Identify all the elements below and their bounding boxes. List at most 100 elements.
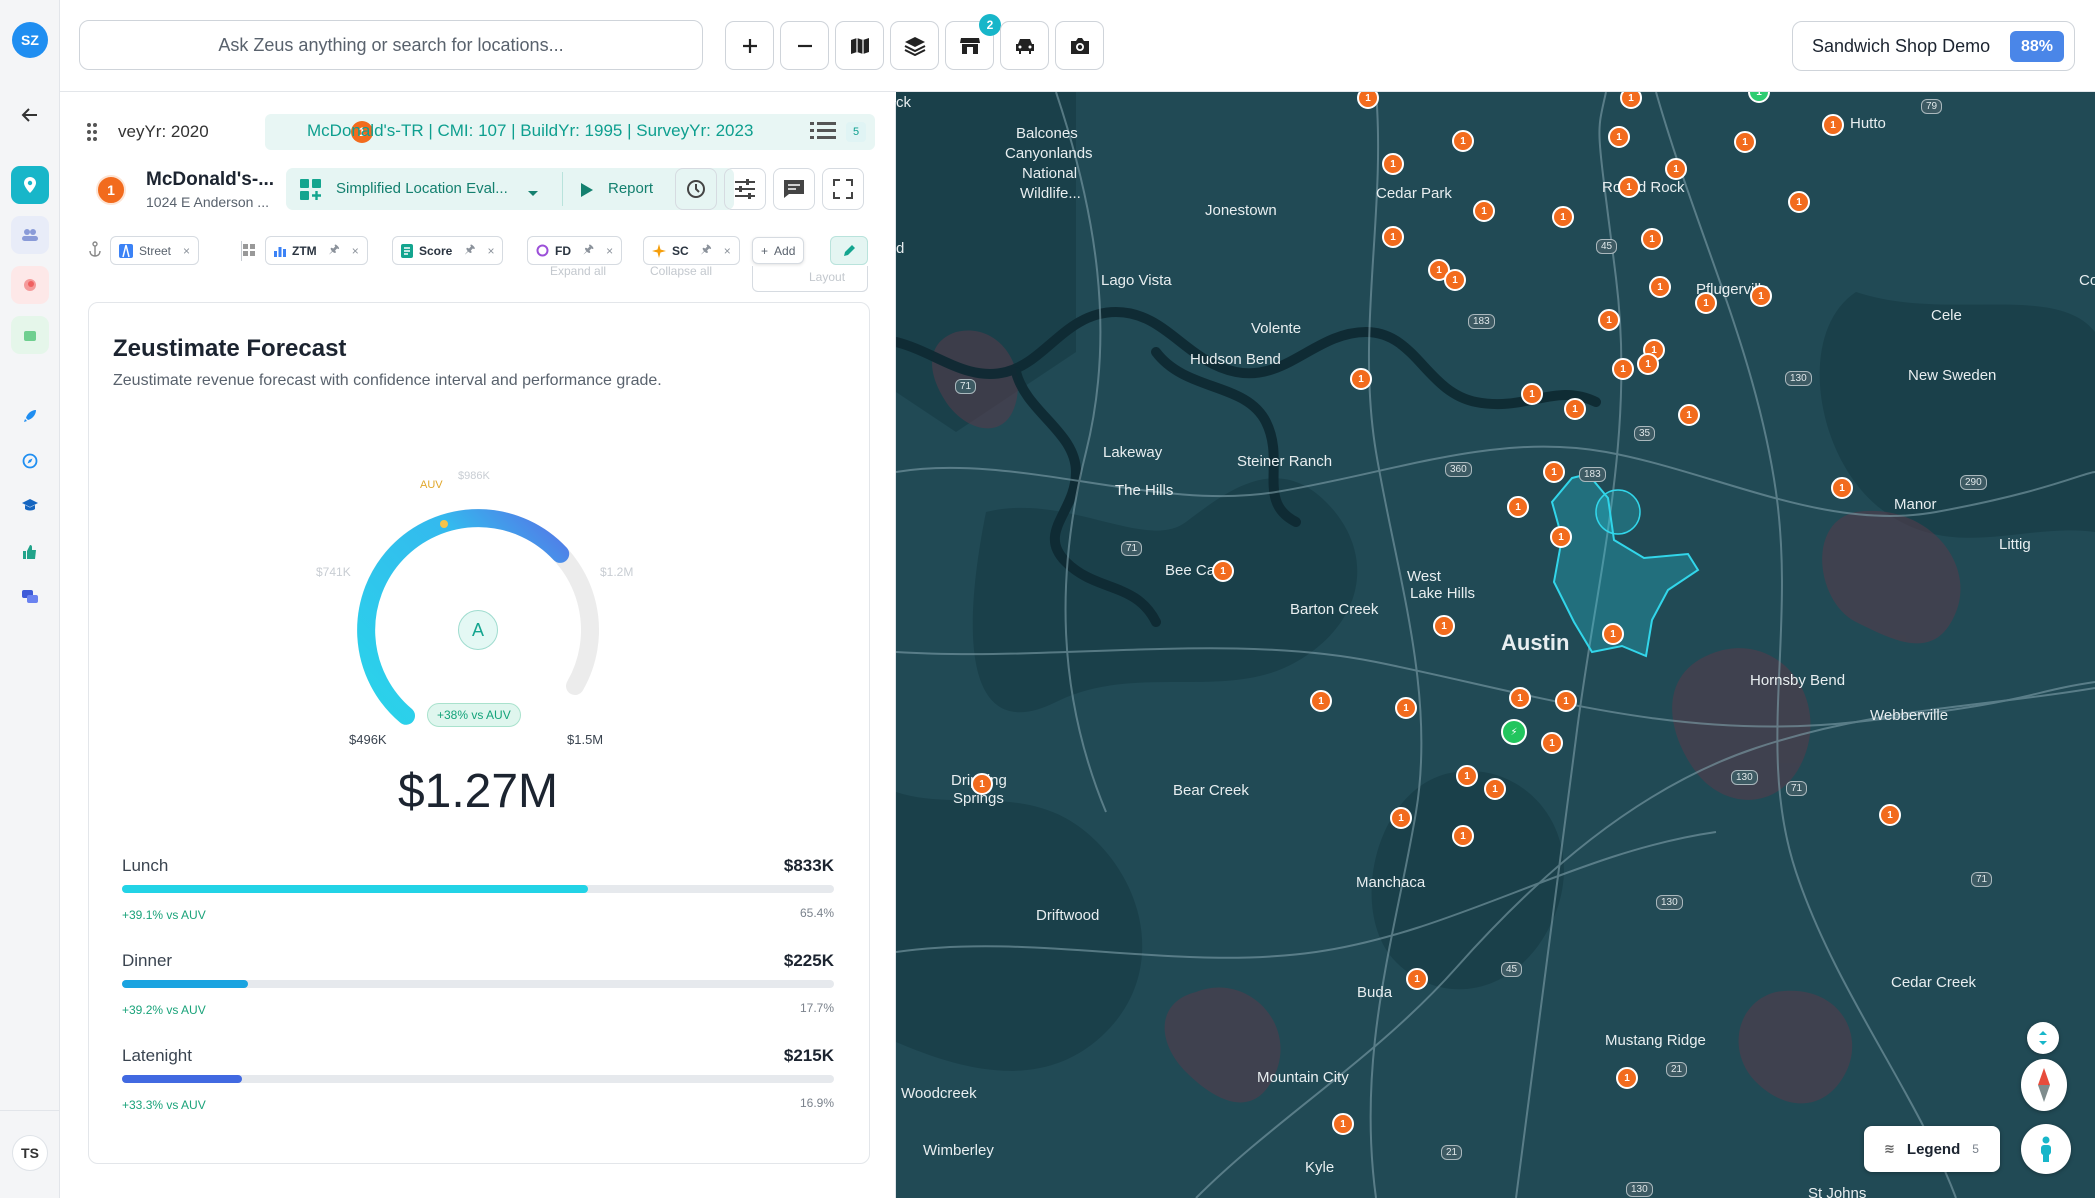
daypart-fill — [122, 1075, 242, 1083]
search-input[interactable]: Ask Zeus anything or search for location… — [79, 20, 703, 70]
screenshot-button[interactable] — [1055, 21, 1104, 70]
chip-sc[interactable]: SC 🖈 × — [643, 236, 740, 265]
tilt-button[interactable] — [2027, 1022, 2059, 1054]
top-bar: Ask Zeus anything or search for location… — [60, 0, 2095, 92]
scale-label-high: $1.2M — [600, 565, 634, 579]
comments-button[interactable] — [773, 168, 815, 210]
score-icon — [401, 243, 413, 258]
heatmap-icon[interactable] — [11, 266, 49, 304]
store-icon[interactable] — [11, 316, 49, 354]
chip-close-icon[interactable]: × — [351, 243, 359, 258]
report-button[interactable]: Report — [608, 180, 654, 197]
history-icon — [687, 180, 705, 198]
expand-all-control[interactable]: Expand all — [550, 264, 607, 278]
zoom-in-button[interactable] — [725, 21, 774, 70]
daypart-label: Latenight — [122, 1046, 192, 1065]
map-style-button[interactable] — [835, 21, 884, 70]
street-view-button[interactable] — [2021, 1124, 2071, 1174]
legend-button[interactable]: ≋ Legend 5 — [1864, 1126, 2000, 1172]
chip-label: Street — [139, 243, 172, 258]
scale-label-min: $496K — [349, 732, 387, 747]
daypart-track — [122, 1075, 834, 1083]
pegman-icon — [2041, 1136, 2051, 1162]
daypart-label: Dinner — [122, 951, 173, 970]
pin-icon[interactable]: 🖈 — [583, 242, 595, 256]
chips-divider — [241, 241, 242, 261]
map-terrain — [896, 92, 2095, 1198]
auv-value: $986K — [458, 470, 490, 482]
chip-ztm[interactable]: ZTM 🖈 × — [265, 236, 368, 265]
drag-handle-icon[interactable] — [86, 122, 98, 147]
fullscreen-button[interactable] — [822, 168, 864, 210]
chip-close-icon[interactable]: × — [606, 243, 614, 258]
collapse-all-control[interactable]: Collapse all — [650, 264, 713, 278]
location-pin-icon[interactable] — [11, 166, 49, 204]
zoom-out-button[interactable] — [780, 21, 829, 70]
chip-fd[interactable]: FD 🖈 × — [527, 236, 623, 265]
logo-text: SZ — [21, 32, 39, 48]
graduation-cap-icon[interactable] — [11, 486, 49, 524]
grid-icon[interactable] — [243, 243, 255, 261]
add-chip-button[interactable]: + Add — [752, 237, 805, 264]
pencil-icon — [844, 244, 855, 256]
selected-location-summary: McDonald's-TR | CMI: 107 | BuildYr: 1995… — [307, 121, 754, 140]
location-name[interactable]: McDonald's-... — [146, 169, 275, 190]
chip-close-icon[interactable]: × — [723, 243, 731, 258]
history-button[interactable] — [675, 168, 717, 210]
list-icon[interactable] — [810, 120, 836, 147]
user-avatar[interactable]: TS — [12, 1135, 48, 1171]
pin-icon[interactable]: 🖈 — [700, 242, 712, 256]
compass-icon[interactable] — [11, 442, 49, 480]
chip-score[interactable]: Score 🖈 × — [392, 236, 504, 265]
anchor-icon[interactable] — [88, 241, 102, 262]
user-initials: TS — [21, 1145, 39, 1161]
users-icon[interactable] — [11, 216, 49, 254]
selected-location-banner[interactable]: 1 — [265, 114, 875, 150]
scale-label-low: $741K — [316, 565, 351, 579]
street-icon — [119, 243, 133, 258]
app-logo[interactable]: SZ — [12, 22, 48, 58]
chip-label: SC — [672, 243, 689, 258]
pin-icon[interactable]: 🖈 — [464, 242, 476, 256]
chevron-down-icon[interactable] — [526, 186, 540, 204]
layers-button[interactable] — [890, 21, 939, 70]
compass-button[interactable] — [2021, 1059, 2067, 1111]
forecast-subtitle: Zeustimate revenue forecast with confide… — [113, 372, 662, 389]
toolbar-divider — [562, 172, 563, 206]
filters-button[interactable] — [724, 168, 766, 210]
chip-street[interactable]: Street × — [110, 236, 200, 265]
daypart-delta: +39.2% vs AUV — [122, 1003, 206, 1017]
daypart-value: $833K — [783, 856, 834, 875]
drive-time-button[interactable] — [1000, 21, 1049, 70]
add-label: Add — [774, 243, 796, 258]
stores-button[interactable]: 2 — [945, 14, 1001, 70]
project-selector[interactable]: Sandwich Shop Demo 88% — [1792, 21, 2075, 71]
daypart-label: Lunch — [122, 856, 169, 875]
plus-icon: + — [761, 243, 769, 258]
play-icon — [580, 182, 594, 203]
back-arrow-icon[interactable] — [11, 96, 49, 134]
edit-button[interactable] — [830, 236, 868, 265]
chip-close-icon[interactable]: × — [487, 243, 495, 258]
drive-time-polygon — [1550, 472, 1700, 658]
forecast-total: $1.27M — [397, 765, 559, 818]
chip-close-icon[interactable]: × — [183, 243, 191, 258]
evaluation-dropdown[interactable]: Simplified Location Eval... — [336, 180, 508, 197]
daypart-percent: 65.4% — [799, 906, 834, 920]
rocket-icon[interactable] — [11, 397, 49, 435]
map-canvas[interactable]: Balcones Canyonlands National Wildlife..… — [896, 92, 2095, 1198]
thumbs-up-icon[interactable] — [11, 533, 49, 571]
evaluation-toolbar — [286, 168, 734, 210]
daypart-delta: +39.1% vs AUV — [122, 908, 206, 922]
car-icon — [1015, 38, 1034, 54]
chat-icon[interactable] — [11, 578, 49, 616]
daypart-fill — [122, 980, 248, 988]
rail-divider — [0, 1110, 60, 1111]
sliders-icon — [735, 179, 755, 199]
layout-control[interactable]: Layout — [752, 266, 868, 292]
auv-label: AUV — [420, 479, 443, 491]
storefront-icon — [959, 37, 980, 54]
location-marker: 1 — [96, 175, 126, 205]
pin-icon[interactable]: 🖈 — [328, 242, 340, 256]
project-score-badge: 88% — [2010, 31, 2064, 62]
